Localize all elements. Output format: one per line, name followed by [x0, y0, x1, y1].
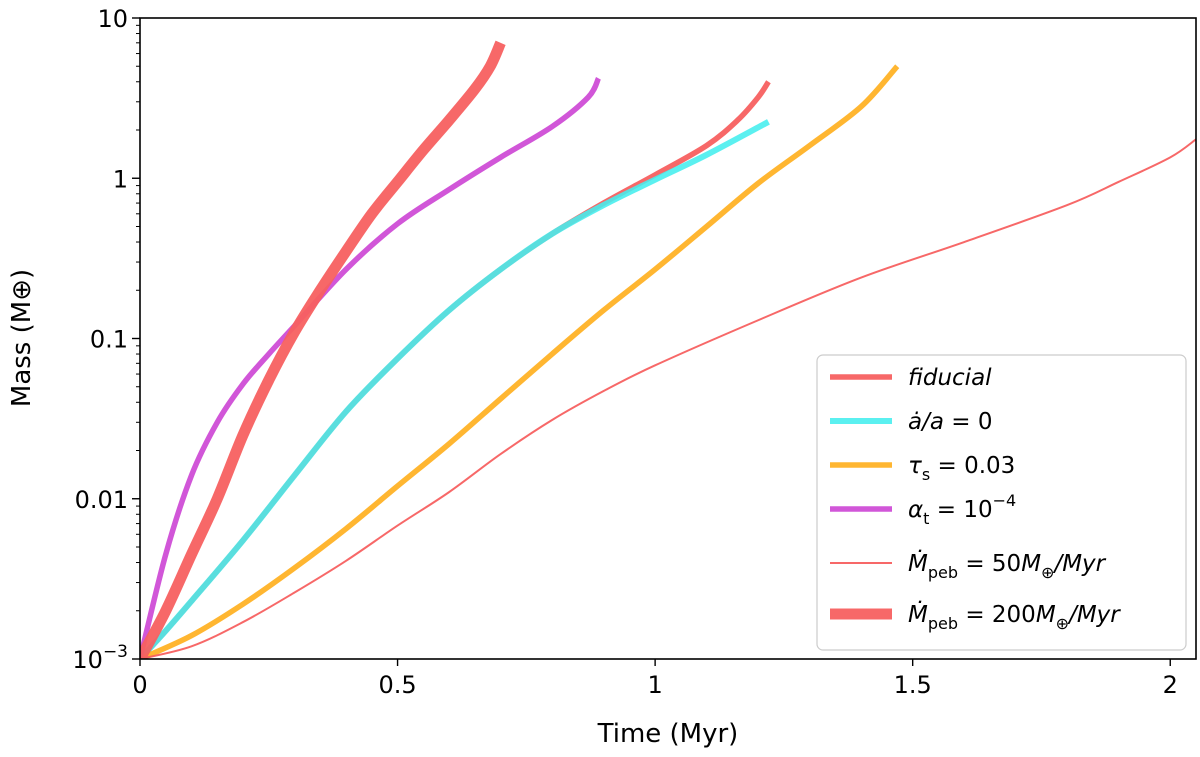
- series-layer: [140, 40, 1196, 659]
- legend-label-part: = 200: [958, 602, 1036, 628]
- series-line-3: [140, 64, 900, 659]
- legend-label-part: fiducial: [908, 365, 992, 391]
- legend-label-part: = 50: [958, 551, 1021, 577]
- x-tick-label: 0: [132, 671, 147, 699]
- legend-label-part: s: [922, 465, 930, 484]
- x-tick-label: 1.5: [894, 671, 932, 699]
- legend-label-6: Ṁpeb = 200M⊕/Myr: [908, 600, 1121, 633]
- legend-label-1: fiducial: [908, 365, 992, 391]
- legend-label-part: M: [1036, 602, 1056, 628]
- legend-label-part: M: [1021, 551, 1041, 577]
- legend-label-part: α: [908, 497, 923, 523]
- y-tick-label: 0.01: [75, 486, 128, 514]
- series-line-6: [140, 40, 506, 659]
- series-line-2: [140, 119, 770, 659]
- legend-label-part: ⊕: [1041, 563, 1054, 582]
- series-line-5: [140, 138, 1196, 659]
- y-tick-label: 1: [113, 165, 128, 193]
- x-axis-label: Time (Myr): [597, 719, 739, 749]
- y-tick-exponent: −3: [103, 642, 128, 662]
- y-tick-label: 0.1: [90, 326, 128, 354]
- x-tick-label: 2: [1163, 671, 1178, 699]
- legend-label-part: ⊕: [1056, 614, 1069, 633]
- legend-label-part: t: [923, 509, 929, 528]
- legend-label-5: Ṁpeb = 50M⊕/Myr: [908, 549, 1107, 582]
- y-tick-label: 10: [97, 5, 128, 33]
- legend-label-part: = 0.03: [930, 453, 1015, 479]
- legend-label-part: ȧ/a: [908, 409, 944, 435]
- y-axis-label: Mass (M⊕): [7, 269, 37, 407]
- legend-label-4: αt = 10−4: [908, 491, 1016, 528]
- legend-label-part: Ṁ: [908, 549, 928, 577]
- legend-label-part: peb: [928, 614, 958, 633]
- legend-box: [816, 354, 1187, 651]
- x-tick-label: 0.5: [378, 671, 416, 699]
- legend-label-part: = 0: [944, 409, 993, 435]
- legend-label-part: −4: [993, 491, 1017, 510]
- series-line-4: [140, 77, 601, 659]
- legend-label-part: peb: [928, 563, 958, 582]
- y-tick-base: 10: [72, 646, 103, 674]
- legend-label-part: /Myr: [1067, 602, 1121, 628]
- legend-label-3: τs = 0.03: [908, 453, 1015, 484]
- legend-label-part: = 10: [929, 497, 992, 523]
- legend-label-part: Ṁ: [908, 600, 928, 628]
- legend-label-part: τ: [908, 453, 922, 479]
- legend-label-2: ȧ/a = 0: [908, 409, 992, 435]
- legend-label-part: /Myr: [1052, 551, 1106, 577]
- y-tick-label: 10−3: [72, 642, 128, 674]
- legend: fiducial ȧ/a = 0 τs = 0.03 αt = 10−4 Ṁpeb …: [816, 354, 1187, 651]
- x-tick-label: 1: [647, 671, 662, 699]
